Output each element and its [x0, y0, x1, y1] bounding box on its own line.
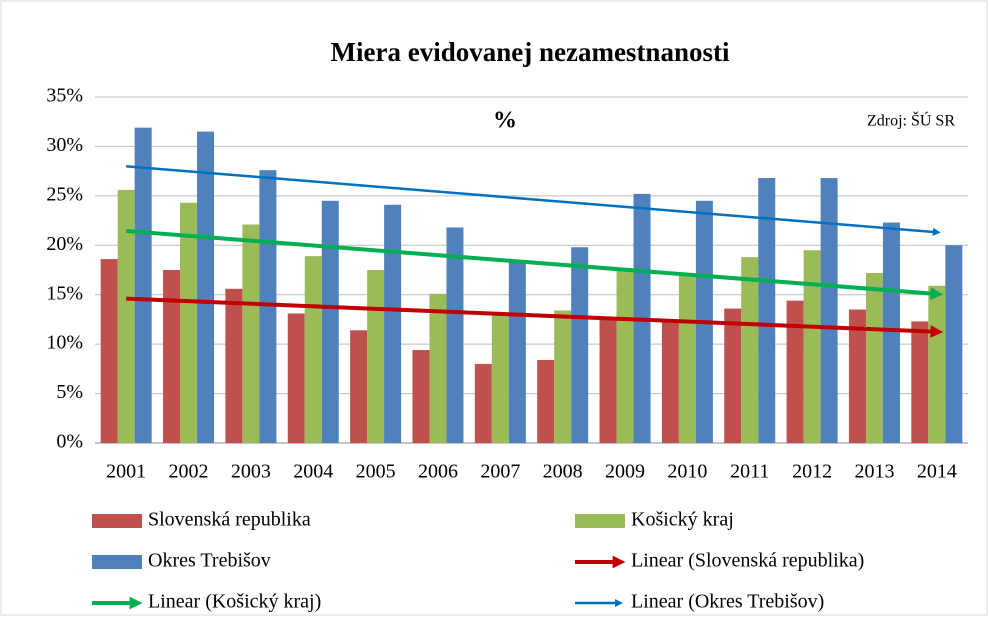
- annotation: Zdroj: ŠÚ SR: [867, 111, 955, 130]
- x-tick-label: 2009: [605, 461, 645, 483]
- trend-line: [126, 165, 941, 236]
- x-tick-label: 2004: [293, 461, 333, 483]
- bar: [508, 261, 526, 443]
- legend-label: Košický kraj: [631, 509, 734, 531]
- bar: [412, 350, 430, 443]
- chart-title: Miera evidovanej nezamestnanosti: [331, 37, 730, 67]
- y-tick-label: 30%: [46, 134, 83, 156]
- bar: [928, 285, 946, 443]
- bar: [134, 127, 152, 443]
- legend-swatch: [575, 514, 625, 528]
- x-tick-label: 2007: [480, 461, 520, 483]
- bar: [554, 310, 572, 443]
- bar: [259, 170, 277, 443]
- bar: [820, 178, 838, 443]
- bar: [100, 259, 118, 443]
- bar: [287, 313, 305, 443]
- bar: [865, 272, 883, 443]
- bar: [803, 250, 821, 443]
- bar: [225, 288, 243, 443]
- trend-line: [126, 228, 944, 300]
- bar: [429, 293, 447, 443]
- x-tick-label: 2014: [917, 461, 957, 483]
- bar: [163, 270, 181, 443]
- x-tick-label: 2005: [356, 461, 396, 483]
- bar: [384, 204, 402, 443]
- y-tick-label: 20%: [46, 233, 83, 255]
- bar: [599, 317, 617, 443]
- legend-label: Linear (Okres Trebišov): [631, 591, 824, 613]
- legend-label: Okres Trebišov: [148, 550, 271, 572]
- y-tick-label: 35%: [46, 85, 83, 107]
- bar: [786, 300, 804, 443]
- y-tick-label: 0%: [56, 431, 83, 453]
- bar: [321, 200, 339, 443]
- x-tick-label: 2011: [730, 461, 769, 483]
- bar: [180, 202, 198, 443]
- bar: [491, 315, 509, 443]
- bar: [537, 359, 555, 443]
- bar: [911, 321, 929, 443]
- bar: [117, 189, 135, 443]
- bar: [616, 270, 634, 443]
- bar: [350, 330, 368, 443]
- x-tick-label: 2003: [231, 461, 271, 483]
- x-tick-label: 2012: [792, 461, 832, 483]
- x-tick-label: 2001: [106, 461, 146, 483]
- x-tick-label: 2002: [169, 461, 209, 483]
- bar: [945, 245, 963, 443]
- trend-line: [126, 296, 944, 338]
- bar: [197, 131, 215, 443]
- bar: [367, 270, 385, 443]
- bar: [741, 257, 759, 443]
- x-tick-label: 2008: [543, 461, 583, 483]
- legend-swatch: [92, 514, 142, 528]
- legend-label: Slovenská republika: [148, 509, 311, 531]
- bar: [474, 363, 492, 443]
- x-tick-label: 2006: [418, 461, 458, 483]
- bar: [758, 178, 776, 443]
- legend-label: Linear (Košický kraj): [148, 591, 321, 613]
- x-tick-label: 2010: [667, 461, 707, 483]
- bar: [571, 247, 589, 443]
- annotation: %: [493, 108, 517, 134]
- bar: [661, 319, 679, 443]
- y-tick-label: 15%: [46, 282, 83, 304]
- y-tick-label: 5%: [56, 381, 83, 403]
- bar: [446, 227, 464, 443]
- bar: [848, 309, 866, 443]
- bar: [242, 224, 260, 443]
- bar: [304, 256, 322, 443]
- bar: [678, 274, 696, 443]
- x-tick-label: 2013: [854, 461, 894, 483]
- y-tick-label: 10%: [46, 332, 83, 354]
- legend-label: Linear (Slovenská republika): [631, 550, 864, 572]
- legend-swatch: [92, 555, 142, 569]
- bar: [882, 222, 900, 443]
- bar: [724, 308, 742, 443]
- y-tick-label: 25%: [46, 183, 83, 205]
